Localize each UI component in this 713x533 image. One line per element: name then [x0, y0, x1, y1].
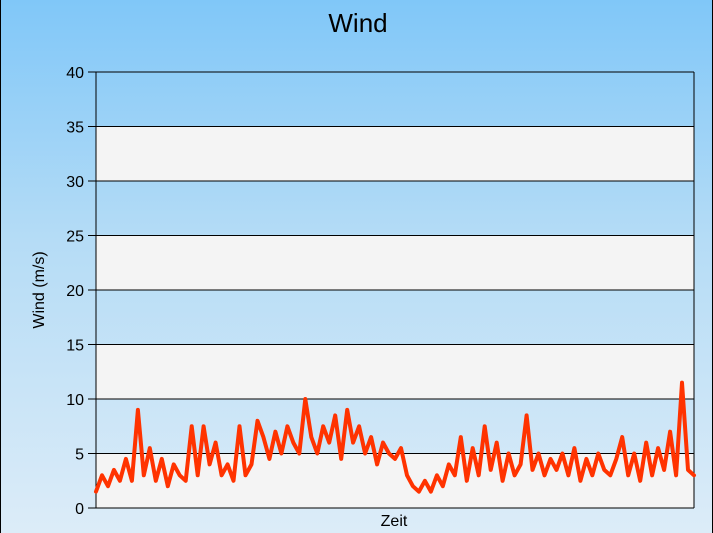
- background-band: [96, 235, 694, 290]
- series-line: [94, 380, 696, 494]
- y-ticks: 0 5 10 15 20 25 30 35 40: [66, 65, 96, 518]
- background-bands: [96, 126, 694, 508]
- y-axis-label: Wind (m/s): [31, 251, 48, 328]
- y-tick-label: 5: [75, 447, 84, 464]
- y-tick-label: 35: [66, 120, 84, 137]
- y-tick-label: 15: [66, 338, 84, 355]
- y-tick-label: 20: [66, 283, 84, 300]
- y-tick-label: 0: [75, 501, 84, 518]
- y-tick-label: 30: [66, 174, 84, 191]
- x-axis-label: Zeit: [381, 513, 408, 530]
- y-tick-label: 25: [66, 229, 84, 246]
- background-band: [96, 344, 694, 399]
- background-band: [96, 126, 694, 181]
- chart-title: Wind: [328, 8, 387, 38]
- y-tick-label: 40: [66, 65, 84, 82]
- series-lines: [94, 380, 696, 494]
- y-tick-label: 10: [66, 392, 84, 409]
